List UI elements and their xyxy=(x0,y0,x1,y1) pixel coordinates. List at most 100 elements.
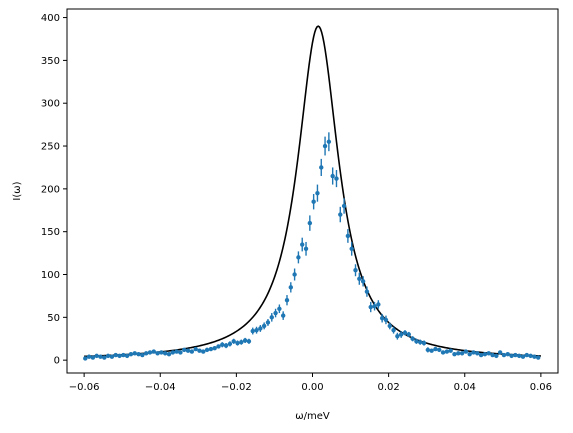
data-marker xyxy=(456,351,461,356)
data-marker xyxy=(536,355,541,360)
data-marker xyxy=(90,355,96,360)
data-marker xyxy=(440,350,446,355)
data-point xyxy=(341,198,347,214)
data-marker xyxy=(494,353,499,359)
data-marker xyxy=(360,279,366,284)
data-point xyxy=(326,132,332,152)
data-marker xyxy=(341,203,347,209)
x-tick-label: 0.04 xyxy=(454,382,476,393)
data-point xyxy=(528,353,533,359)
data-marker xyxy=(372,303,377,309)
data-point xyxy=(269,313,274,322)
data-point xyxy=(524,352,529,358)
data-marker xyxy=(387,323,392,329)
data-point xyxy=(433,346,438,352)
data-point xyxy=(467,351,472,357)
data-point xyxy=(482,351,488,357)
data-point xyxy=(452,351,457,357)
data-marker xyxy=(345,233,351,239)
data-point xyxy=(239,339,244,345)
data-point xyxy=(86,354,92,359)
data-marker xyxy=(338,212,343,217)
data-point xyxy=(216,344,221,349)
data-point xyxy=(330,167,335,185)
data-marker xyxy=(482,351,488,357)
data-point xyxy=(163,351,168,356)
x-tick-label: −0.02 xyxy=(221,382,252,393)
data-marker xyxy=(326,139,332,144)
data-marker xyxy=(151,349,156,354)
data-point xyxy=(288,282,294,293)
data-point xyxy=(406,331,411,338)
data-marker xyxy=(429,348,434,353)
data-point xyxy=(223,343,229,349)
data-point xyxy=(117,353,122,359)
data-marker xyxy=(284,298,290,303)
data-point xyxy=(227,341,233,347)
data-marker xyxy=(159,350,164,355)
data-point xyxy=(155,351,160,356)
data-marker xyxy=(170,350,176,355)
data-marker xyxy=(303,246,309,252)
data-marker xyxy=(117,353,122,359)
data-marker xyxy=(379,315,385,321)
data-marker xyxy=(353,268,358,273)
data-marker xyxy=(204,347,210,353)
data-point xyxy=(170,350,176,355)
data-marker xyxy=(86,354,92,359)
data-point xyxy=(204,347,210,353)
data-point xyxy=(193,346,198,352)
data-point xyxy=(307,215,313,231)
data-marker xyxy=(216,344,221,349)
data-marker xyxy=(242,338,248,343)
data-marker xyxy=(383,317,389,323)
data-point xyxy=(292,268,297,281)
data-marker xyxy=(421,340,427,346)
data-marker xyxy=(258,326,263,331)
data-marker xyxy=(471,350,476,355)
x-tick-label: 0.02 xyxy=(377,382,399,393)
data-point xyxy=(166,351,172,357)
data-marker xyxy=(254,327,259,333)
data-point xyxy=(90,355,96,360)
y-tick-label: 300 xyxy=(41,99,60,110)
data-point xyxy=(376,300,381,309)
data-point xyxy=(513,352,518,358)
data-marker xyxy=(448,348,453,353)
data-marker xyxy=(185,348,191,353)
data-marker xyxy=(475,351,480,356)
data-marker xyxy=(121,352,126,358)
data-point xyxy=(220,342,225,348)
data-marker xyxy=(235,340,240,346)
data-point xyxy=(516,353,522,359)
data-point xyxy=(379,313,385,323)
data-marker xyxy=(201,349,206,354)
data-point xyxy=(284,295,290,306)
data-marker xyxy=(433,346,438,352)
x-tick-label: 0.06 xyxy=(530,382,552,393)
data-marker xyxy=(83,356,88,361)
data-point xyxy=(311,193,316,210)
data-marker xyxy=(516,353,522,359)
data-point xyxy=(459,351,465,356)
y-tick-label: 100 xyxy=(41,270,60,281)
data-point xyxy=(414,338,419,344)
y-axis-label: I(ω) xyxy=(12,181,23,200)
data-point xyxy=(159,350,164,355)
data-point xyxy=(189,349,195,354)
data-point xyxy=(147,350,153,355)
data-marker xyxy=(349,246,354,252)
data-point xyxy=(444,349,450,354)
data-point xyxy=(398,331,404,338)
data-marker xyxy=(147,350,153,355)
data-marker xyxy=(227,341,233,347)
data-point xyxy=(178,350,183,355)
data-point xyxy=(360,276,366,287)
y-tick-label: 250 xyxy=(41,142,60,153)
data-point xyxy=(486,351,491,356)
data-point xyxy=(300,237,305,252)
data-marker xyxy=(136,351,141,357)
data-marker xyxy=(509,353,514,359)
data-point xyxy=(94,353,99,359)
data-point xyxy=(235,340,240,346)
